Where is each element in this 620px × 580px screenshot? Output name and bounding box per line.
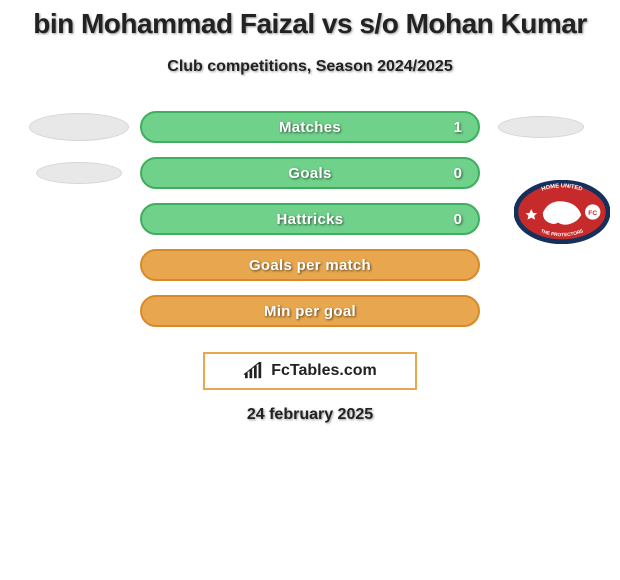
stat-row-goals-per-match: Goals per match [0,242,620,288]
brand-link[interactable]: FcTables.com [203,352,417,390]
left-player-icon-slot [24,153,134,193]
placeholder-ellipse-icon [498,116,584,138]
stat-value: 1 [454,119,462,136]
stat-label: Min per goal [264,303,356,320]
stat-bar: Min per goal [140,295,480,327]
right-player-icon-slot [486,107,596,147]
left-spacer [24,291,134,331]
stat-row-min-per-goal: Min per goal [0,288,620,334]
right-spacer [486,245,596,285]
left-player-icon-slot [24,107,134,147]
left-spacer [24,245,134,285]
brand-label: FcTables.com [271,362,377,380]
placeholder-ellipse-icon [36,162,122,184]
left-player-icon-slot [24,199,134,239]
home-united-badge-icon: HOME UNITED THE PROTECTORS FC [514,180,610,244]
page-title: bin Mohammad Faizal vs s/o Mohan Kumar [0,0,620,40]
stat-row-matches: Matches 1 [0,104,620,150]
stat-label: Hattricks [277,211,344,228]
date-label: 24 february 2025 [0,406,620,424]
stat-bar: Goals 0 [140,157,480,189]
stat-bar: Matches 1 [140,111,480,143]
stat-label: Goals per match [249,257,371,274]
stat-label: Goals [288,165,331,182]
bar-chart-icon [243,362,265,380]
subtitle: Club competitions, Season 2024/2025 [0,58,620,76]
svg-text:FC: FC [588,210,597,217]
stat-value: 0 [454,211,462,228]
stat-label: Matches [279,119,341,136]
comparison-card: bin Mohammad Faizal vs s/o Mohan Kumar C… [0,0,620,440]
right-spacer [486,291,596,331]
stat-bar: Hattricks 0 [140,203,480,235]
placeholder-ellipse-icon [29,113,129,141]
stat-bar: Goals per match [140,249,480,281]
stat-value: 0 [454,165,462,182]
